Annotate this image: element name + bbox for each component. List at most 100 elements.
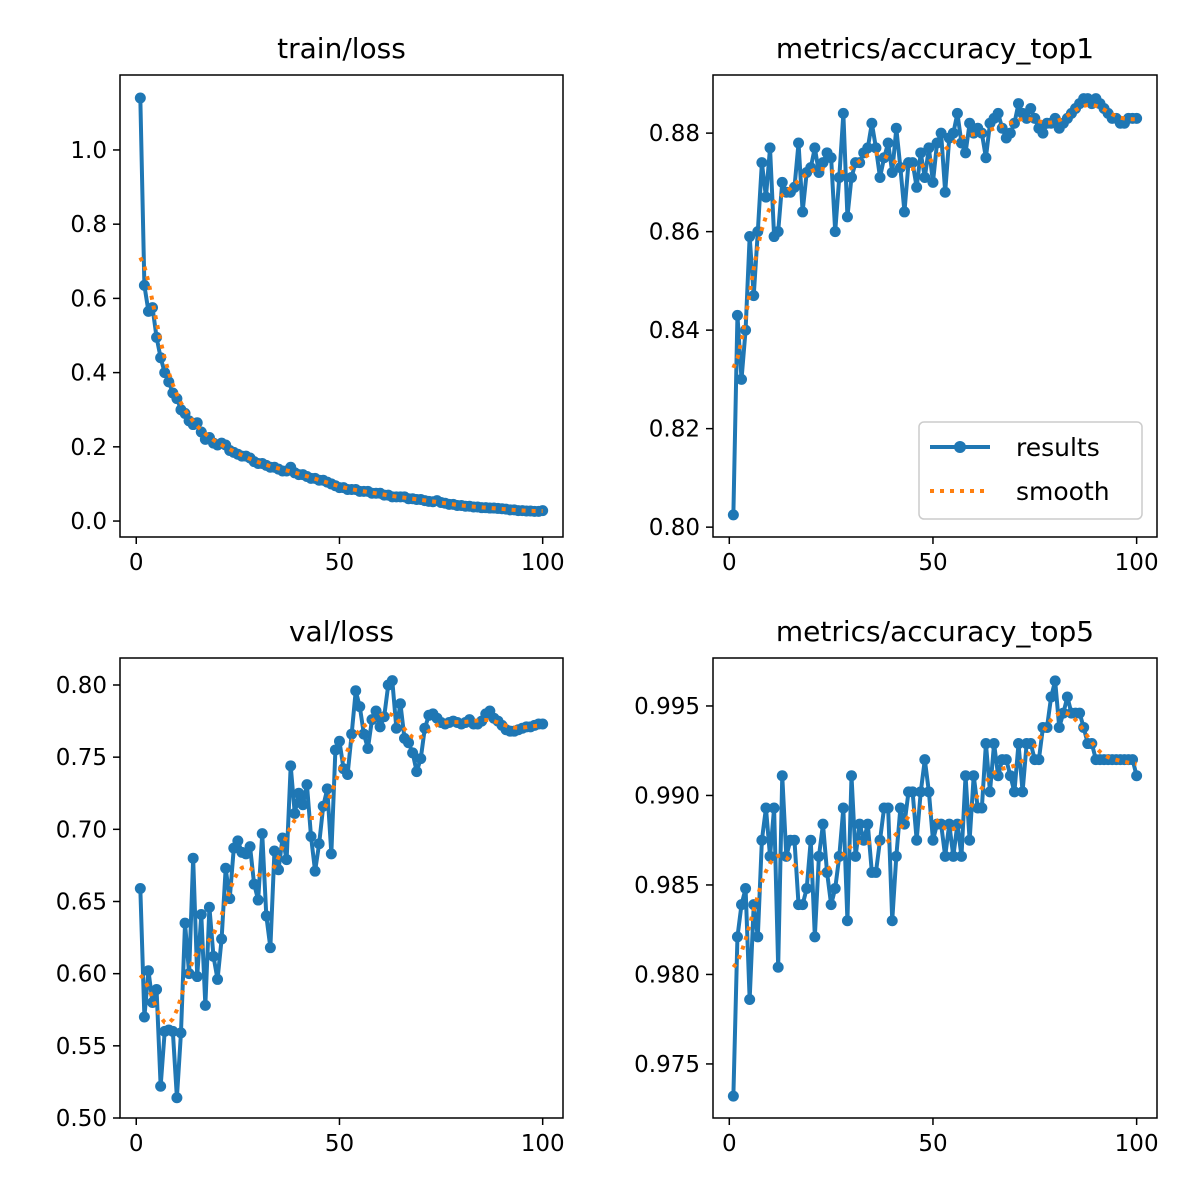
y-tick-label: 0.84	[649, 318, 700, 344]
x-tick-label: 0	[722, 550, 737, 576]
results-point	[919, 171, 931, 183]
results-point	[919, 754, 931, 766]
results-point	[134, 883, 146, 895]
results-point	[740, 883, 752, 895]
results-point	[886, 915, 898, 927]
subplot-4: metrics/accuracy_top5 0 50 100 0.975 0.980 0.9…	[634, 615, 1158, 1157]
results-point	[907, 157, 919, 169]
results-point	[976, 802, 988, 814]
results-point	[841, 915, 853, 927]
results-point	[207, 950, 219, 962]
results-point	[882, 802, 894, 814]
results-point	[923, 786, 935, 798]
results-point	[346, 728, 358, 740]
results-point	[216, 933, 228, 945]
subplot-3: val/loss 0 50 100 0.50 0.55 0.60 0.65 0.70 0.75 0.…	[56, 615, 565, 1157]
results-point	[841, 211, 853, 223]
y-tick-label: 0.995	[634, 694, 700, 720]
results-point	[374, 721, 386, 733]
results-point	[203, 901, 215, 913]
y-tick-label: 0.50	[56, 1106, 107, 1132]
results-point	[281, 854, 293, 866]
results-point	[1045, 691, 1057, 703]
results-point	[894, 802, 906, 814]
results-point	[1017, 786, 1029, 798]
results-point	[1061, 691, 1073, 703]
y-tick-label: 0.975	[634, 1052, 700, 1078]
results-point	[964, 117, 976, 129]
results-point	[1057, 707, 1069, 719]
results-point	[350, 685, 362, 697]
results-point	[293, 787, 305, 799]
subplot-1: train/loss 0 50 100 0.0 0.2 0.4 0.6 0.8 1.0	[70, 32, 564, 576]
results-point	[370, 705, 382, 717]
results-point	[931, 137, 943, 149]
results-point	[874, 171, 886, 183]
y-tick-label: 0.2	[70, 435, 107, 461]
legend: results smooth	[918, 421, 1143, 520]
results-point	[142, 965, 154, 977]
results-point	[415, 753, 427, 765]
results-point	[744, 994, 756, 1006]
results-point	[968, 770, 980, 782]
results-point	[329, 744, 341, 756]
results-point	[1037, 127, 1049, 139]
results-point	[175, 1027, 187, 1039]
axes-frame	[712, 657, 1158, 1119]
x-tick-label: 50	[325, 550, 354, 576]
results-point	[138, 1011, 150, 1023]
axes-frame	[119, 74, 564, 538]
y-tick-label: 0.70	[56, 817, 107, 843]
y-tick-label: 0.6	[70, 286, 107, 312]
results-point	[297, 799, 309, 811]
results-point	[411, 766, 423, 778]
results-point	[191, 971, 203, 983]
results-point	[960, 147, 972, 159]
results-point	[764, 850, 776, 862]
results-point	[264, 942, 276, 954]
results-point	[179, 917, 191, 929]
results-point	[947, 850, 959, 862]
results-point	[1033, 754, 1045, 766]
results-point	[1004, 770, 1016, 782]
results-point	[317, 800, 329, 812]
legend-results-marker	[954, 441, 966, 453]
results-point	[748, 899, 760, 911]
results-point	[817, 157, 829, 169]
results-point	[854, 818, 866, 830]
results-point	[862, 818, 874, 830]
y-tick-label: 0.985	[634, 873, 700, 899]
results-point	[138, 279, 150, 291]
y-tick-label: 0.8	[70, 212, 107, 238]
y-tick-label: 0.60	[56, 962, 107, 988]
y-tick-label: 0.80	[649, 515, 700, 541]
x-tick-label: 50	[918, 550, 947, 576]
x-tick-label: 100	[1115, 550, 1159, 576]
results-point	[809, 931, 821, 943]
results-point	[801, 883, 813, 895]
results-point	[776, 176, 788, 188]
results-point	[788, 834, 800, 846]
results-point	[134, 92, 146, 104]
results-point	[845, 770, 857, 782]
results-point	[837, 802, 849, 814]
results-point	[252, 894, 264, 906]
results-point	[248, 878, 260, 890]
results-point	[354, 701, 366, 713]
results-point	[1008, 786, 1020, 798]
results-point	[760, 802, 772, 814]
x-tick-label: 50	[325, 1131, 354, 1157]
results-point	[1049, 675, 1061, 687]
results-point	[862, 142, 874, 154]
x-tick-label: 100	[521, 550, 565, 576]
results-point	[797, 206, 809, 218]
y-tick-label: 0.75	[56, 745, 107, 771]
results-point	[220, 862, 232, 874]
results-point	[195, 908, 207, 920]
results-point	[748, 290, 760, 302]
y-tick-label: 0.86	[649, 220, 700, 246]
results-point	[955, 850, 967, 862]
results-point	[870, 142, 882, 154]
results-point	[362, 742, 374, 754]
results-point	[171, 1092, 183, 1104]
